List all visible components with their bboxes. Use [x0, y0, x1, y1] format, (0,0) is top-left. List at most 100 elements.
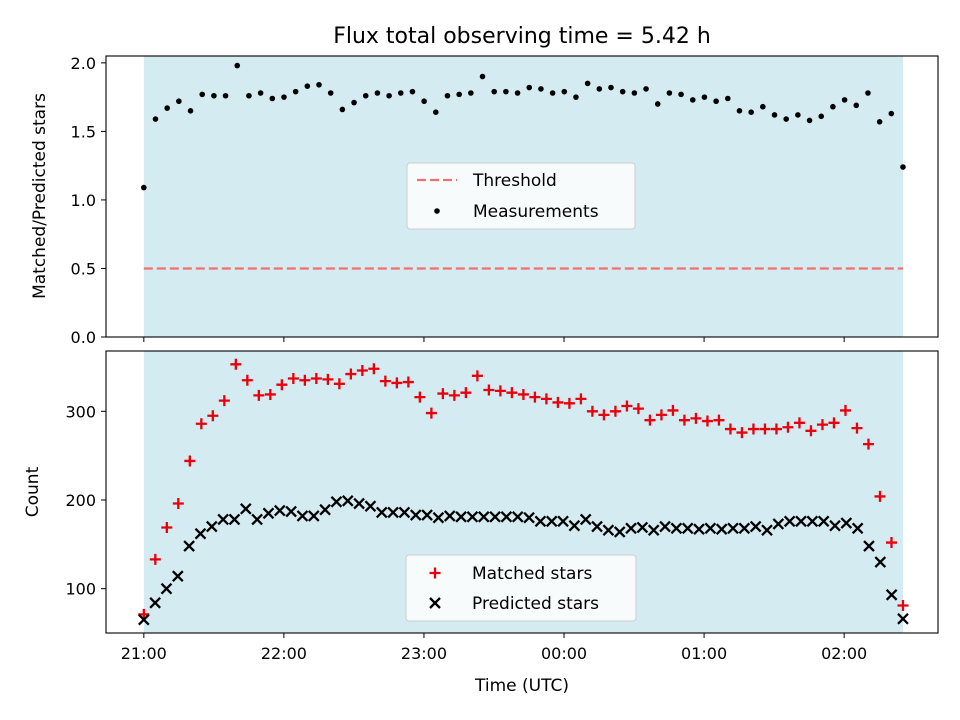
matched-stars-point	[851, 422, 863, 434]
measurements-point	[526, 84, 533, 91]
matched-stars-point	[184, 455, 196, 467]
predicted-stars-point	[636, 521, 649, 534]
predicted-stars-point	[579, 513, 592, 526]
predicted-stars-point	[681, 522, 694, 535]
matched-stars-point	[586, 405, 598, 417]
measurements-point	[643, 86, 649, 92]
predicted-stars-point	[409, 509, 422, 521]
predicted-stars-point	[863, 540, 875, 552]
predicted-stars-point	[341, 495, 354, 507]
measurements-point	[141, 184, 147, 191]
matched-stars-point	[149, 553, 161, 565]
measurements-point	[246, 92, 252, 99]
matched-stars-point	[885, 537, 897, 549]
measurements-point	[234, 62, 241, 69]
predicted-stars-point	[398, 506, 411, 519]
measurements-point	[771, 112, 778, 118]
predicted-stars-point	[795, 515, 807, 528]
measurements-point	[549, 90, 556, 96]
x-axis-label: Time (UTC)	[474, 676, 569, 696]
measurements-point	[187, 108, 194, 114]
matched-stars-point	[264, 388, 276, 400]
y-tick-label: 100	[65, 580, 96, 599]
matched-stars-point	[218, 395, 230, 407]
predicted-stars-point	[387, 506, 399, 519]
measurements-point	[584, 80, 591, 87]
matched-stars-point	[333, 378, 345, 390]
legend-predicted-swatch	[429, 597, 441, 609]
predicted-stars-point	[262, 507, 275, 520]
predicted-stars-point	[296, 510, 309, 522]
matched-stars-point	[793, 417, 805, 429]
measurements-point	[397, 90, 404, 96]
matched-stars-point	[609, 405, 621, 417]
predicted-stars-point	[239, 503, 252, 515]
matched-stars-point	[287, 372, 299, 384]
predicted-stars-point	[171, 570, 184, 583]
matched-stars-point	[161, 521, 173, 533]
predicted-stars-point	[545, 515, 558, 528]
measurements-point	[199, 91, 206, 98]
measurements-point	[724, 95, 731, 102]
matched-stars-point	[529, 391, 541, 403]
matched-stars-point	[862, 438, 874, 450]
y-tick-label: 200	[65, 491, 96, 510]
matched-stars-point	[322, 373, 334, 385]
predicted-stars-point	[160, 582, 173, 595]
matched-stars-point	[724, 423, 736, 435]
chart-title: Flux total observing time = 5.42 h	[333, 24, 711, 49]
matched-stars-point	[644, 414, 656, 426]
matched-stars-point	[356, 365, 368, 377]
plot-frame	[105, 55, 939, 338]
predicted-stars-point	[511, 511, 524, 523]
predicted-stars-point	[489, 511, 501, 523]
matched-stars-point	[759, 423, 771, 435]
predicted-stars-point	[183, 540, 195, 552]
predicted-stars-point	[228, 513, 241, 526]
predicted-stars-point	[704, 522, 717, 535]
matched-stars-point	[379, 375, 391, 387]
predicted-stars-point	[591, 520, 603, 533]
legend-measurements-label: Measurements	[473, 202, 599, 222]
predicted-stars-point	[806, 515, 819, 528]
predicted-stars-point	[613, 526, 626, 538]
matched-stars-point	[402, 376, 414, 388]
predicted-stars-point	[568, 519, 581, 532]
predicted-stars-point	[557, 515, 569, 528]
measurements-point	[701, 94, 708, 100]
matched-stars-point	[621, 400, 633, 412]
measurements-point	[316, 81, 322, 88]
predicted-stars-point	[625, 522, 637, 535]
predicted-stars-point	[307, 510, 320, 522]
predicted-stars-point	[443, 510, 456, 522]
measurements-point	[666, 90, 673, 96]
predicted-stars-point	[647, 524, 660, 536]
legend-box	[406, 162, 636, 230]
matched-stars-point	[770, 423, 782, 435]
matched-stars-point	[138, 608, 150, 620]
matched-stars-point	[897, 600, 909, 612]
measurements-point	[654, 101, 661, 107]
predicted-stars-point	[466, 511, 479, 523]
matched-stars-point	[655, 409, 667, 421]
predicted-stars-point	[829, 519, 841, 532]
measurements-point	[853, 102, 860, 109]
measurements-point	[491, 88, 498, 95]
matched-stars-point	[713, 414, 725, 426]
predicted-stars-point	[500, 511, 513, 523]
measurements-point	[538, 86, 544, 92]
measurements-point	[281, 94, 287, 100]
matched-stars-point	[276, 379, 288, 391]
x-tick-label: 21:00	[121, 644, 167, 663]
measurements-point	[900, 164, 906, 170]
matched-stars-point	[839, 404, 851, 416]
predicted-stars-point	[602, 524, 615, 536]
matched-stars-point	[667, 404, 679, 416]
top-y-axis-label: Matched/Predicted stars	[30, 93, 50, 299]
matched-stars-point	[207, 410, 219, 422]
legend-measurements-swatch	[434, 208, 440, 214]
predicted-stars-point	[138, 613, 150, 626]
matched-stars-point	[494, 385, 506, 397]
x-tick-label: 01:00	[681, 644, 727, 663]
